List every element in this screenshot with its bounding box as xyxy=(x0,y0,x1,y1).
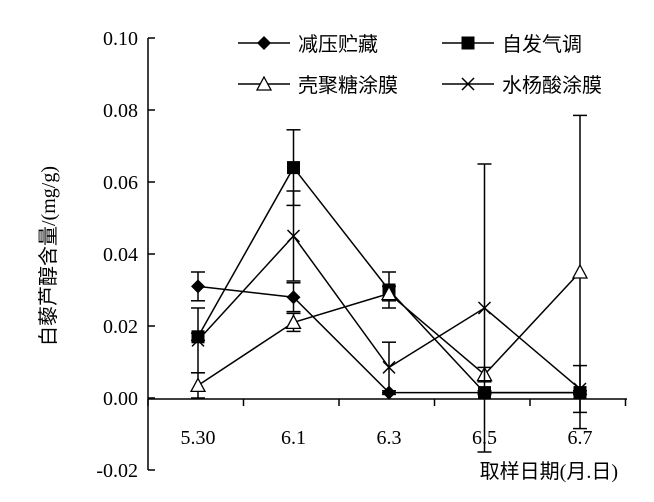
legend-label: 水杨酸涂膜 xyxy=(502,74,602,97)
series-4 xyxy=(191,163,587,453)
legend-item-4: 水杨酸涂膜 xyxy=(442,74,602,97)
x-marker-stroke xyxy=(286,229,301,243)
x-marker-stroke xyxy=(382,360,396,374)
data-point xyxy=(286,290,301,305)
legend-label: 减压贮藏 xyxy=(298,33,378,56)
legend-marker xyxy=(461,36,475,50)
legend-item-2: 自发气调 xyxy=(442,33,582,56)
y-axis-title: 白藜芦醇含量/(mg/g) xyxy=(37,166,60,346)
x-axis-title: 取样日期(月.日) xyxy=(480,460,618,483)
x-marker-stroke xyxy=(191,333,205,347)
y-tick-label: 0.10 xyxy=(103,28,138,50)
y-tick-label: 0.08 xyxy=(103,100,138,122)
y-tick-label: -0.02 xyxy=(96,460,138,482)
x-marker-stroke xyxy=(461,77,475,91)
y-tick-label: 0.00 xyxy=(103,388,138,410)
legend-label: 壳聚糖涂膜 xyxy=(298,74,398,97)
x-tick-label: 6.3 xyxy=(377,427,402,449)
y-tick-label: 0.06 xyxy=(103,172,138,194)
data-point xyxy=(191,333,205,347)
legend-marker xyxy=(255,75,273,91)
x-marker-stroke xyxy=(573,382,587,396)
data-point xyxy=(287,161,300,175)
legend-item-1: 减压贮藏 xyxy=(238,33,378,56)
data-point xyxy=(191,279,205,294)
y-tick-label: 0.02 xyxy=(103,316,138,338)
plot-area xyxy=(189,114,589,453)
y-tick-label: 0.04 xyxy=(103,244,138,266)
legend-marker xyxy=(257,36,271,50)
axes: -0.02 0.00 0.02 0.04 0.06 0.08 0.10 5.30 6.1 6.3 6… xyxy=(96,28,627,482)
data-point xyxy=(189,377,207,393)
x-tick-label: 5.30 xyxy=(181,427,216,449)
x-tick-label: 6.1 xyxy=(281,427,306,449)
data-point xyxy=(286,229,301,243)
x-tick-label: 6.7 xyxy=(568,427,593,449)
x-marker-stroke xyxy=(477,301,492,315)
data-point xyxy=(380,285,398,301)
data-point xyxy=(571,263,589,279)
data-point xyxy=(477,301,492,315)
data-point xyxy=(285,314,302,330)
data-point xyxy=(573,382,587,396)
legend-marker xyxy=(461,77,475,91)
data-point xyxy=(382,360,396,374)
legend-label: 自发气调 xyxy=(502,33,582,56)
legend-item-3: 壳聚糖涂膜 xyxy=(238,74,398,97)
